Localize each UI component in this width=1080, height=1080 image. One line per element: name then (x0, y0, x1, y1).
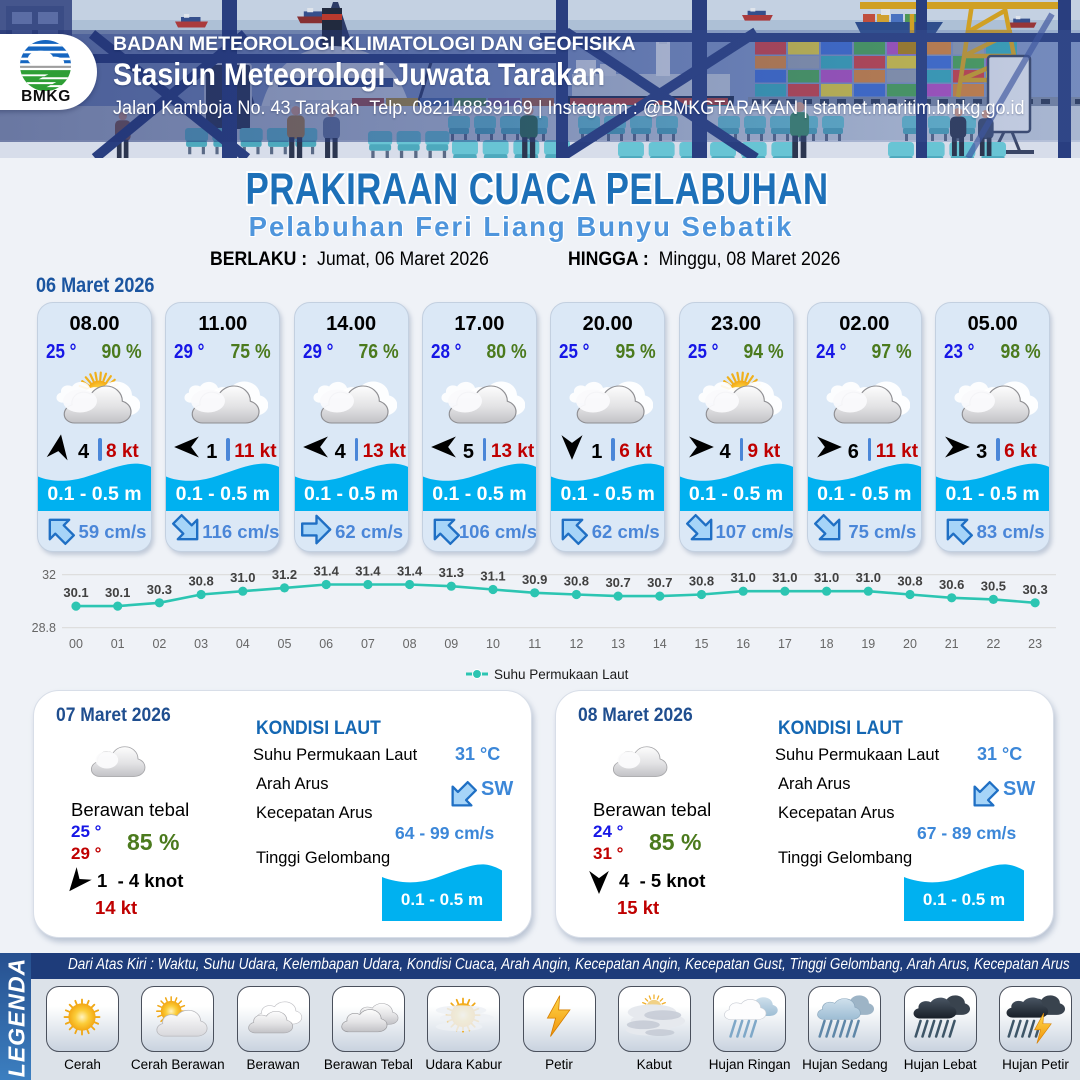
svg-text:11: 11 (528, 637, 541, 651)
svg-text:30.8: 30.8 (897, 574, 922, 589)
svg-text:31.4: 31.4 (314, 564, 340, 579)
svg-text:30.1: 30.1 (105, 585, 130, 600)
svg-text:31.0: 31.0 (230, 570, 255, 585)
svg-text:30.7: 30.7 (647, 575, 672, 590)
svg-text:00: 00 (69, 637, 83, 651)
svg-text:31.3: 31.3 (439, 565, 464, 580)
svg-text:06: 06 (319, 637, 333, 651)
svg-text:31.4: 31.4 (397, 564, 423, 579)
svg-text:18: 18 (820, 637, 834, 651)
svg-text:31.0: 31.0 (856, 570, 881, 585)
svg-text:14: 14 (653, 637, 667, 651)
svg-text:30.1: 30.1 (63, 585, 88, 600)
svg-text:13: 13 (611, 637, 625, 651)
svg-text:09: 09 (444, 637, 458, 651)
svg-text:16: 16 (736, 637, 750, 651)
svg-text:30.5: 30.5 (981, 578, 1006, 593)
svg-text:30.3: 30.3 (147, 582, 172, 597)
svg-text:31.4: 31.4 (355, 564, 381, 579)
svg-text:22: 22 (986, 637, 1000, 651)
svg-text:19: 19 (861, 637, 875, 651)
svg-text:05: 05 (278, 637, 292, 651)
svg-text:32: 32 (42, 568, 56, 582)
svg-text:02: 02 (152, 637, 166, 651)
svg-text:12: 12 (569, 637, 583, 651)
svg-text:10: 10 (486, 637, 500, 651)
svg-text:15: 15 (695, 637, 709, 651)
svg-text:30.8: 30.8 (188, 574, 213, 589)
svg-text:30.8: 30.8 (689, 574, 714, 589)
svg-text:30.7: 30.7 (605, 575, 630, 590)
svg-text:Suhu Permukaan Laut: Suhu Permukaan Laut (494, 667, 629, 682)
svg-text:28.8: 28.8 (32, 621, 56, 635)
svg-text:31.1: 31.1 (480, 569, 505, 584)
svg-text:31.0: 31.0 (772, 570, 797, 585)
svg-text:31.2: 31.2 (272, 567, 297, 582)
svg-text:21: 21 (945, 637, 959, 651)
svg-text:30.9: 30.9 (522, 572, 547, 587)
svg-text:04: 04 (236, 637, 250, 651)
svg-text:03: 03 (194, 637, 208, 651)
svg-text:30.3: 30.3 (1022, 582, 1047, 597)
svg-text:17: 17 (778, 637, 792, 651)
svg-text:31.0: 31.0 (731, 570, 756, 585)
svg-text:23: 23 (1028, 637, 1042, 651)
svg-text:30.8: 30.8 (564, 574, 589, 589)
svg-text:31.0: 31.0 (814, 570, 839, 585)
svg-text:07: 07 (361, 637, 375, 651)
svg-text:01: 01 (111, 637, 125, 651)
svg-text:20: 20 (903, 637, 917, 651)
svg-text:08: 08 (403, 637, 417, 651)
svg-text:30.6: 30.6 (939, 577, 964, 592)
